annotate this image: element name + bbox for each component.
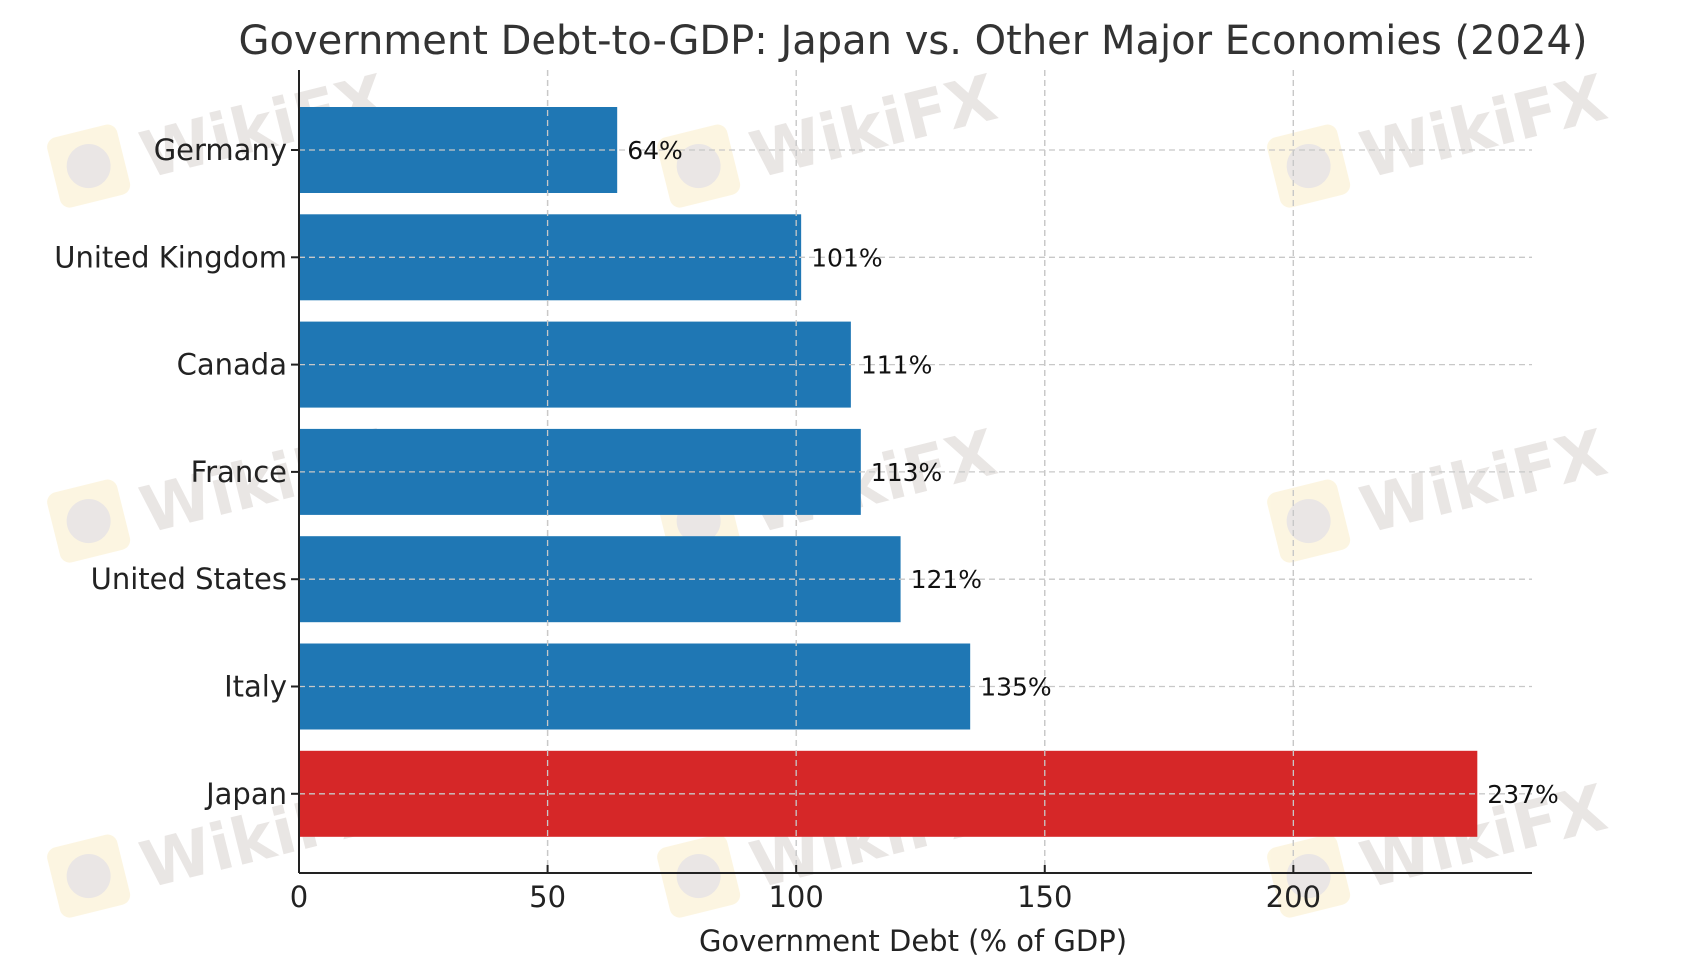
data-label: 113% (871, 458, 942, 487)
axes: 0 50 100 150 200 Germany United Kingdom Canada F… (54, 70, 1532, 914)
watermark-logo: WikiFX (657, 61, 1004, 208)
x-tick-label: 150 (1017, 880, 1072, 914)
y-tick-label: United Kingdom (54, 240, 287, 274)
x-tick-label: 50 (529, 880, 566, 914)
watermark-icon-mark (676, 854, 721, 899)
x-axis-label: Government Debt (% of GDP) (699, 924, 1127, 958)
data-label: 101% (811, 243, 882, 272)
x-tick-label: 100 (768, 880, 823, 914)
y-tick-label: Japan (204, 777, 287, 811)
y-tick-label: United States (91, 562, 287, 596)
watermark-icon-mark (66, 499, 111, 544)
y-tick-label: Germany (154, 133, 287, 167)
watermark-logo: WikiFX (1267, 416, 1614, 563)
watermark-text: WikiFX (743, 61, 1004, 193)
watermark-icon-mark (676, 144, 721, 189)
x-tick-label: 200 (1266, 880, 1321, 914)
watermark-icon-mark (66, 854, 111, 899)
data-label: 237% (1487, 780, 1558, 809)
data-label: 111% (861, 351, 932, 380)
x-tick-label: 0 (290, 880, 308, 914)
watermark-icon-mark (1286, 854, 1331, 899)
watermark-text: WikiFX (1353, 61, 1614, 193)
watermark-icon-mark (1286, 499, 1331, 544)
watermark-logo: WikiFX (1267, 61, 1614, 208)
watermark-icon-mark (1286, 144, 1331, 189)
data-label: 121% (911, 565, 982, 594)
chart-title: Government Debt-to-GDP: Japan vs. Other … (238, 18, 1587, 64)
watermark-icon-mark (66, 144, 111, 189)
y-tick-label: Italy (224, 670, 287, 704)
y-tick-label: Canada (177, 348, 287, 382)
data-label: 64% (627, 136, 683, 165)
data-label: 135% (980, 673, 1051, 702)
watermark-text: WikiFX (1353, 416, 1614, 548)
y-tick-label: France (191, 455, 287, 489)
